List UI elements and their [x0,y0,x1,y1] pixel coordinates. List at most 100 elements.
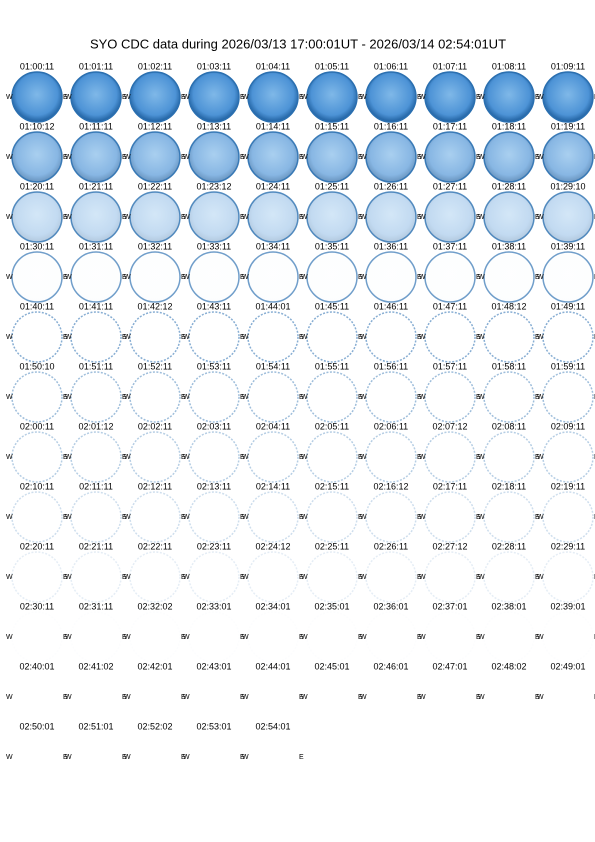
sky-image [542,551,594,603]
sky-image [129,191,181,243]
west-label: W [124,574,131,581]
east-label: E [358,634,363,641]
frame-time: 01:44:01 [255,301,290,311]
frame-time: 01:18:11 [492,121,526,131]
east-label: E [299,754,304,761]
west-label: W [478,514,485,521]
west-label: W [478,694,485,701]
east-label: E [476,694,481,701]
east-label: E [181,214,186,221]
west-label: W [242,454,249,461]
sky-image [365,191,417,243]
frame-time: 02:10:11 [20,481,54,491]
west-label: W [537,154,544,161]
east-label: E [122,694,127,701]
east-label: E [181,514,186,521]
sky-image [425,612,475,662]
frame-time: 01:07:11 [433,61,467,71]
west-label: W [183,514,190,521]
west-label: W [65,214,72,221]
sky-image [306,131,358,183]
west-label: W [537,694,544,701]
west-label: W [301,694,308,701]
west-label: W [478,334,485,341]
west-label: W [537,214,544,221]
west-label: W [183,634,190,641]
east-label: E [122,214,127,221]
frame-time: 01:48:12 [491,301,526,311]
east-label: E [417,154,422,161]
sky-image [70,371,122,423]
west-label: W [301,154,308,161]
frame-time: 01:05:11 [315,61,349,71]
east-label: E [417,514,422,521]
west-label: W [360,154,367,161]
east-label: E [358,574,363,581]
east-label: E [476,154,481,161]
frame-time: 01:58:11 [492,361,526,371]
east-label: E [63,334,68,341]
west-label: W [242,514,249,521]
frame-time: 02:37:01 [432,601,467,611]
frame-time: 01:11:11 [79,121,113,131]
frame-time: 01:50:10 [19,361,54,371]
west-label: W [537,274,544,281]
frame-time: 01:52:11 [138,361,172,371]
sky-image [188,431,240,483]
east-label: E [240,94,245,101]
east-label: E [299,94,304,101]
sky-image [306,311,358,363]
east-label: E [181,754,186,761]
east-label: E [476,454,481,461]
sky-image [70,251,122,303]
east-label: E [358,274,363,281]
sky-image [483,131,535,183]
west-label: W [124,154,131,161]
sky-image [424,371,476,423]
west-label: W [242,334,249,341]
east-label: E [122,514,127,521]
sky-image [11,191,63,243]
east-label: E [417,454,422,461]
east-label: E [299,634,304,641]
frame-time: 02:32:02 [137,601,172,611]
frame-time: 01:25:11 [315,181,349,191]
sky-image [247,311,299,363]
east-label: E [63,154,68,161]
east-label: E [122,94,127,101]
frame-time: 02:41:02 [78,661,113,671]
frame-time: 01:49:11 [551,301,585,311]
sky-image [11,551,63,603]
sky-image [365,131,417,183]
west-label: W [183,94,190,101]
east-label: E [417,634,422,641]
frame-time: 02:38:01 [491,601,526,611]
frame-time: 01:24:11 [256,181,290,191]
frame-time: 01:20:11 [20,181,54,191]
west-label: W [6,274,13,281]
east-label: E [299,574,304,581]
west-label: W [183,214,190,221]
frame-time: 02:34:01 [255,601,290,611]
sky-image [11,371,63,423]
sky-image [129,371,181,423]
frame-time: 02:36:01 [373,601,408,611]
sky-image [424,491,476,543]
east-label: E [122,154,127,161]
west-label: W [124,94,131,101]
sky-image [424,71,476,123]
east-label: E [240,634,245,641]
west-label: W [419,694,426,701]
west-label: W [183,274,190,281]
east-label: E [240,454,245,461]
west-label: W [419,214,426,221]
frame-time: 02:49:01 [550,661,585,671]
west-label: W [65,754,72,761]
frame-time: 01:47:11 [433,301,467,311]
frame-time: 01:15:11 [315,121,349,131]
east-label: E [299,334,304,341]
east-label: E [299,274,304,281]
east-label: E [535,154,540,161]
west-label: W [124,394,131,401]
east-label: E [417,394,422,401]
